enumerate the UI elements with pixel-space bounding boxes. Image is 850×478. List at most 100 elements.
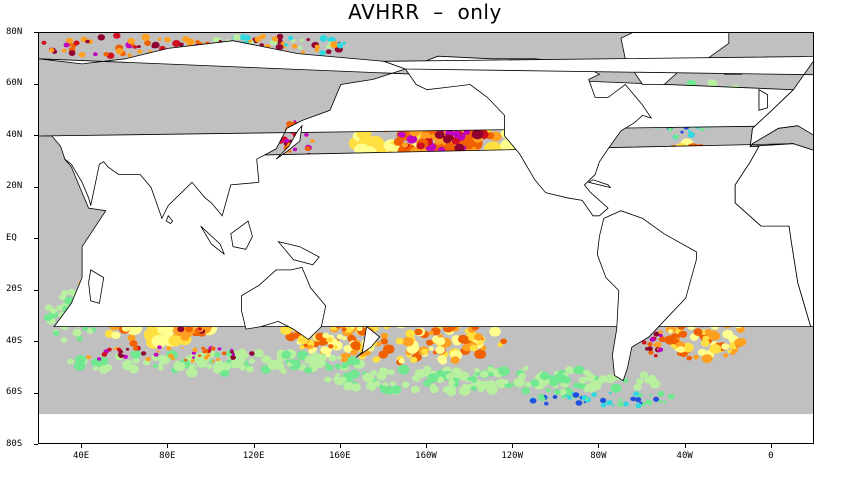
anomaly-blob (72, 328, 82, 337)
anomaly-blob (48, 47, 55, 53)
anomaly-blob (406, 344, 419, 354)
anomaly-blob (293, 120, 297, 123)
lat-tick-mark (34, 83, 38, 85)
anomaly-blob (395, 337, 404, 345)
anomaly-blob (326, 44, 332, 49)
anomaly-blob (152, 363, 158, 369)
anomaly-blob (641, 340, 647, 345)
anomaly-blob (639, 371, 649, 379)
anomaly-blob (342, 361, 350, 368)
anomaly-blob (446, 388, 457, 397)
anomaly-blob (61, 48, 67, 53)
anomaly-blob (350, 341, 361, 350)
anomaly-blob (429, 385, 439, 394)
anomaly-blob (582, 369, 590, 376)
lat-tick-mark (34, 341, 38, 342)
landmass-borneo (230, 220, 253, 250)
map-plot-area (38, 32, 814, 444)
lon-tick-mark (339, 444, 341, 448)
anomaly-blob (380, 332, 389, 340)
anomaly-blob (141, 33, 150, 41)
lon-tick-label: 40E (72, 451, 90, 461)
antarctica (39, 414, 813, 443)
anomaly-blob (336, 334, 343, 339)
anomaly-blob (489, 326, 501, 337)
anomaly-blob (435, 346, 445, 355)
anomaly-blob (288, 150, 292, 153)
lon-tick-label: 40W (676, 451, 693, 461)
lat-tick-label: 60S (6, 387, 23, 397)
lat-tick-label: 80S (6, 438, 23, 449)
anomaly-blob (60, 337, 68, 344)
anomaly-blob (600, 402, 607, 408)
anomaly-blob (608, 391, 612, 395)
anomaly-blob (401, 142, 409, 148)
anomaly-blob (577, 383, 586, 390)
anomaly-blob (591, 381, 602, 391)
anomaly-blob (658, 347, 664, 352)
anomaly-blob (633, 383, 642, 391)
anomaly-blob (188, 366, 195, 372)
anomaly-blob (319, 50, 326, 56)
anomaly-blob (730, 351, 736, 356)
anomaly-blob (322, 332, 330, 339)
anomaly-blob (145, 356, 151, 362)
anomaly-blob (202, 350, 207, 354)
anomaly-blob (127, 53, 132, 58)
anomaly-blob (635, 402, 642, 409)
anomaly-blob (657, 390, 665, 397)
anomaly-blob (115, 47, 124, 55)
anomaly-blob (435, 337, 446, 346)
landmass-uk-wrap (758, 88, 768, 111)
anomaly-blob (319, 35, 328, 42)
anomaly-blob (128, 364, 139, 374)
anomaly-blob (237, 351, 248, 360)
anomaly-blob (315, 332, 325, 341)
anomaly-blob (210, 346, 216, 351)
lat-tick-mark (34, 32, 38, 33)
anomaly-blob (644, 377, 652, 384)
anomaly-blob (545, 388, 551, 393)
anomaly-blob (73, 40, 80, 46)
anomaly-blob (382, 382, 389, 387)
anomaly-blob (622, 401, 629, 407)
lat-tick-mark (34, 444, 38, 445)
anomaly-blob (74, 358, 85, 367)
anomaly-blob (401, 381, 410, 389)
anomaly-blob (153, 352, 159, 357)
anomaly-blob (350, 349, 358, 356)
map-title: AVHRR – only (348, 0, 502, 24)
anomaly-blob (244, 35, 251, 41)
anomaly-blob (353, 359, 361, 365)
anomaly-blob (299, 345, 305, 350)
anomaly-blob (387, 369, 395, 376)
anomaly-blob (67, 358, 75, 365)
anomaly-blob (554, 373, 567, 384)
landmass-africa-wrap (734, 143, 813, 327)
anomaly-blob (341, 336, 347, 341)
anomaly-blob (693, 328, 703, 336)
anomaly-blob (498, 366, 510, 376)
anomaly-blob (245, 365, 254, 373)
anomaly-blob (336, 355, 342, 360)
anomaly-blob (633, 391, 640, 397)
anomaly-blob (454, 372, 461, 378)
anomaly-blob (471, 129, 484, 140)
lon-tick-mark (770, 444, 772, 448)
anomaly-blob (50, 307, 57, 314)
anomaly-blob (101, 352, 108, 357)
anomaly-blob (616, 401, 624, 407)
anomaly-blob (461, 383, 469, 390)
anomaly-blob (500, 338, 507, 345)
anomaly-blob (348, 369, 360, 379)
anomaly-blob (248, 358, 255, 364)
lon-tick-label: 0 (768, 451, 774, 461)
landmass-south-america (596, 210, 697, 382)
anomaly-blob (518, 373, 527, 380)
anomaly-blob (414, 369, 426, 379)
anomaly-blob (474, 333, 483, 341)
landmass-australia (241, 266, 327, 340)
anomaly-blob (647, 342, 653, 347)
landmass-japan (275, 124, 303, 160)
anomaly-blob (458, 334, 469, 344)
